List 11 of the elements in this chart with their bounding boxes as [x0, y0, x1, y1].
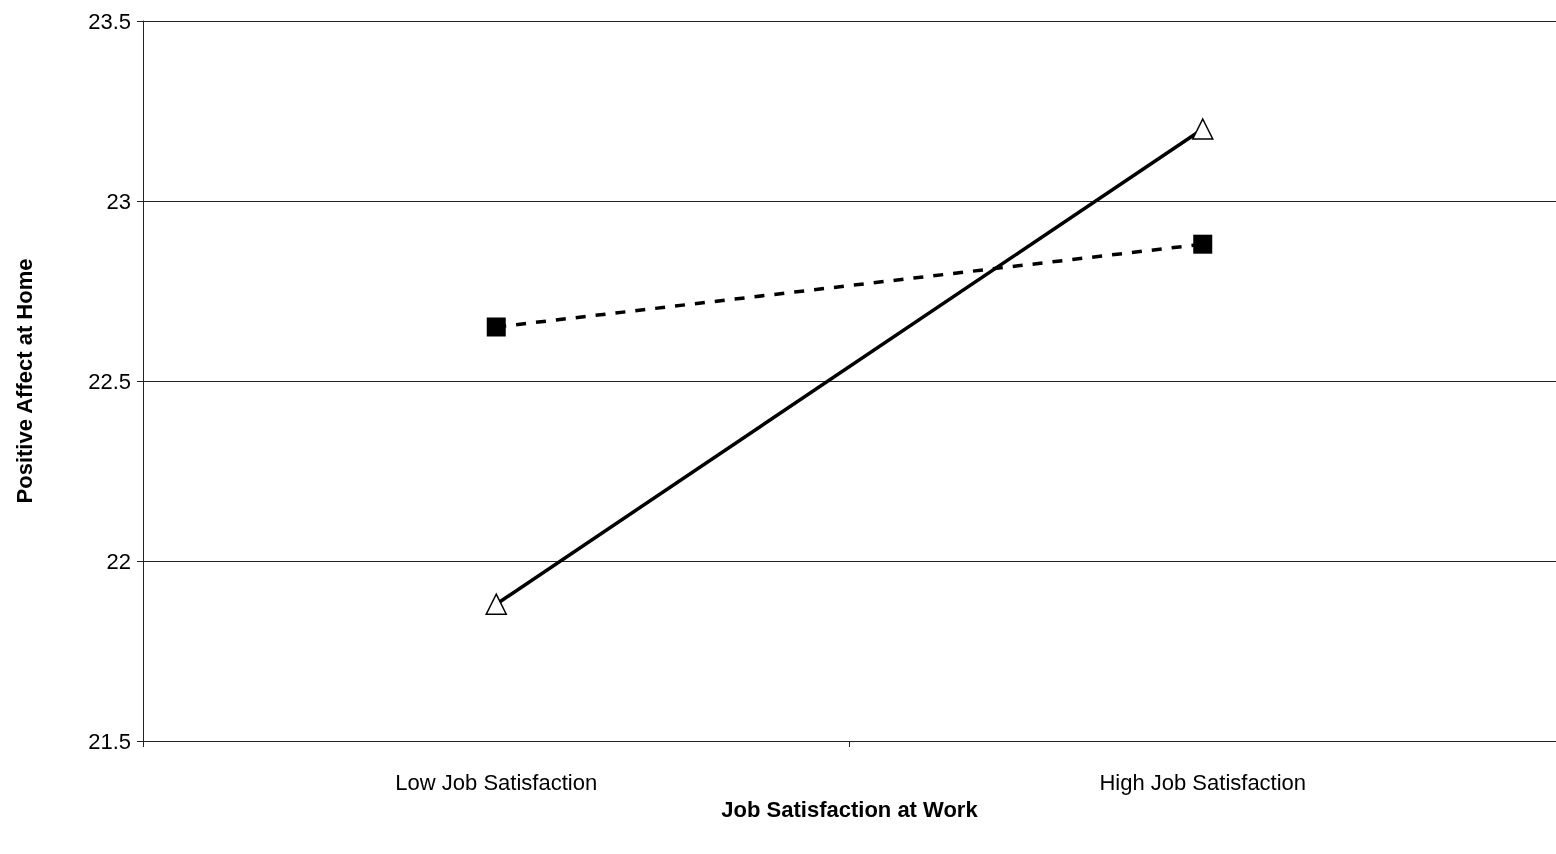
y-axis-title: Positive Affect at Home — [11, 258, 37, 504]
y-tick-label: 22 — [106, 548, 131, 574]
x-tick-label: Low Job Satisfaction — [395, 769, 598, 795]
point — [486, 317, 506, 337]
point — [1193, 234, 1213, 254]
x-tick-label: High Job Satisfaction — [1099, 769, 1307, 795]
y-tick-label: 23 — [106, 188, 131, 214]
x-axis-title: Job Satisfaction at Work — [721, 796, 979, 822]
y-tick-label: 23.5 — [88, 8, 131, 34]
y-tick-label: 22.5 — [88, 368, 131, 394]
y-tick-label: 21.5 — [88, 728, 131, 754]
